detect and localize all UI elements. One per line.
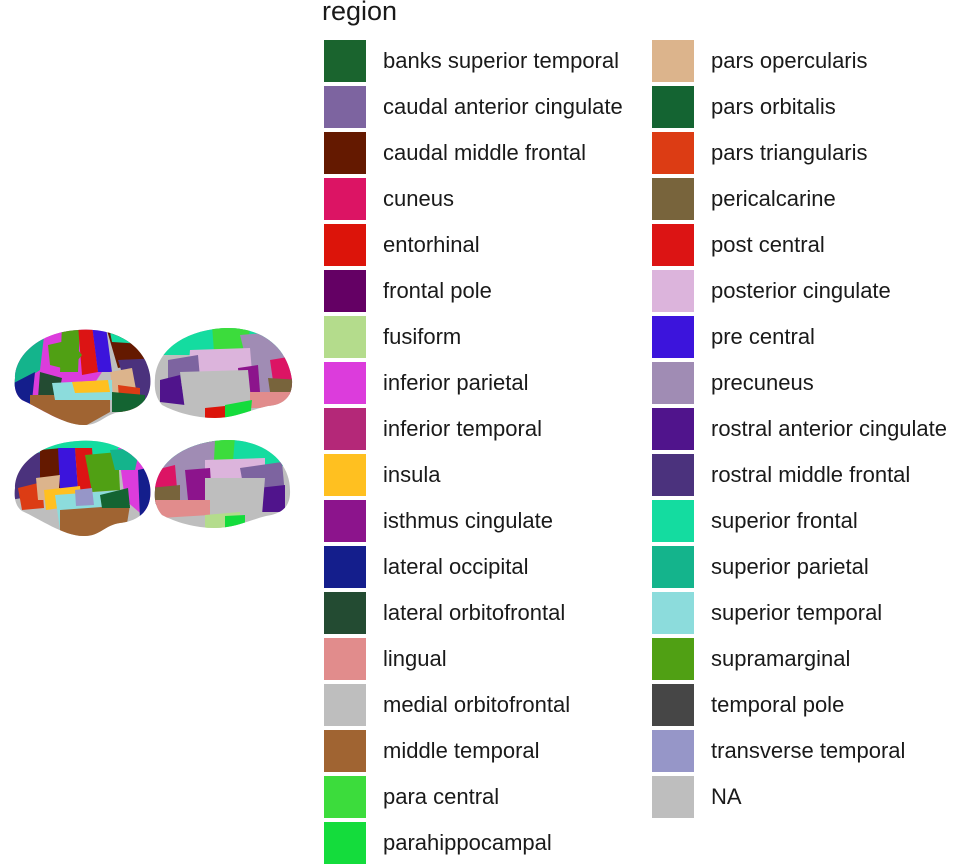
legend-swatch (324, 684, 366, 726)
legend-label: para central (383, 784, 500, 809)
legend-label: pericalcarine (711, 186, 836, 211)
brain-atlas-figure (14, 327, 293, 537)
legend-swatch (324, 776, 366, 818)
legend-label: pars orbitalis (711, 94, 836, 119)
legend-label: caudal middle frontal (383, 140, 587, 165)
legend-swatch (652, 776, 694, 818)
legend-swatch (324, 224, 366, 266)
legend-swatch (324, 40, 366, 82)
brain-left-lateral (14, 329, 151, 426)
legend-label: pre central (711, 324, 815, 349)
legend-label: lateral orbitofrontal (383, 600, 566, 625)
brain-right-lateral (14, 440, 151, 537)
legend-swatch (652, 316, 694, 358)
legend-swatch (324, 132, 366, 174)
legend-label: banks superior temporal (383, 48, 620, 73)
legend-label: post central (711, 232, 825, 257)
legend-label: rostral middle frontal (711, 462, 911, 487)
brain-left-medial (154, 327, 293, 418)
legend-swatch (652, 132, 694, 174)
legend-swatch (324, 178, 366, 220)
legend-label: fusiform (383, 324, 462, 349)
legend-swatch (324, 454, 366, 496)
legend-swatch (652, 408, 694, 450)
legend-swatch (324, 408, 366, 450)
legend-swatch (652, 86, 694, 128)
legend-label: inferior temporal (383, 416, 542, 441)
legend-swatch (652, 546, 694, 588)
legend-label: isthmus cingulate (383, 508, 553, 533)
legend-swatch (652, 684, 694, 726)
legend-title: region (322, 0, 398, 26)
legend-label: entorhinal (383, 232, 480, 257)
legend-swatch (324, 592, 366, 634)
legend-label: posterior cingulate (711, 278, 891, 303)
legend-label: lingual (383, 646, 447, 671)
legend-label: medial orbitofrontal (383, 692, 571, 717)
legend-swatch (652, 592, 694, 634)
legend-label: superior frontal (711, 508, 858, 533)
legend-label: insula (383, 462, 441, 487)
legend-swatch (324, 316, 366, 358)
legend-label: superior parietal (711, 554, 869, 579)
legend-swatch (652, 500, 694, 542)
legend-label: frontal pole (383, 278, 492, 303)
legend-swatch (652, 224, 694, 266)
brain-right-medial (154, 439, 291, 528)
legend-label: transverse temporal (711, 738, 906, 763)
legend-swatch (652, 40, 694, 82)
legend-swatch (324, 730, 366, 772)
legend-swatch (324, 638, 366, 680)
legend-label: parahippocampal (383, 830, 552, 855)
legend-swatch (652, 270, 694, 312)
legend-label: middle temporal (383, 738, 540, 763)
legend-label: temporal pole (711, 692, 845, 717)
legend-swatch (652, 454, 694, 496)
legend-swatch (652, 178, 694, 220)
legend-label: lateral occipital (383, 554, 529, 579)
legend-swatch (324, 500, 366, 542)
legend-swatch (324, 362, 366, 404)
legend-label: superior temporal (711, 600, 883, 625)
legend-label: pars opercularis (711, 48, 868, 73)
legend-label: rostral anterior cingulate (711, 416, 948, 441)
legend-label: caudal anterior cingulate (383, 94, 623, 119)
legend-label: cuneus (383, 186, 454, 211)
legend-label: precuneus (711, 370, 814, 395)
legend-swatch (324, 546, 366, 588)
legend-swatch (324, 86, 366, 128)
legend-label: inferior parietal (383, 370, 529, 395)
legend-label: NA (711, 784, 742, 809)
legend-label: pars triangularis (711, 140, 868, 165)
legend-swatch (652, 362, 694, 404)
legend-label: supramarginal (711, 646, 851, 671)
legend-swatch (652, 730, 694, 772)
legend-swatch (652, 638, 694, 680)
legend-swatch (324, 822, 366, 864)
legend-swatch (324, 270, 366, 312)
